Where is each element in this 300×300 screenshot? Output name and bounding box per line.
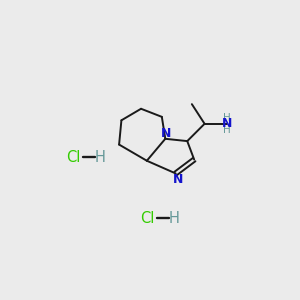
Text: N: N [222,117,232,130]
Text: N: N [161,127,172,140]
Text: H: H [223,112,231,122]
Text: H: H [223,125,231,135]
Text: Cl: Cl [140,211,154,226]
Text: H: H [95,150,106,165]
Text: N: N [173,173,184,186]
Text: Cl: Cl [66,150,80,165]
Text: H: H [169,211,179,226]
